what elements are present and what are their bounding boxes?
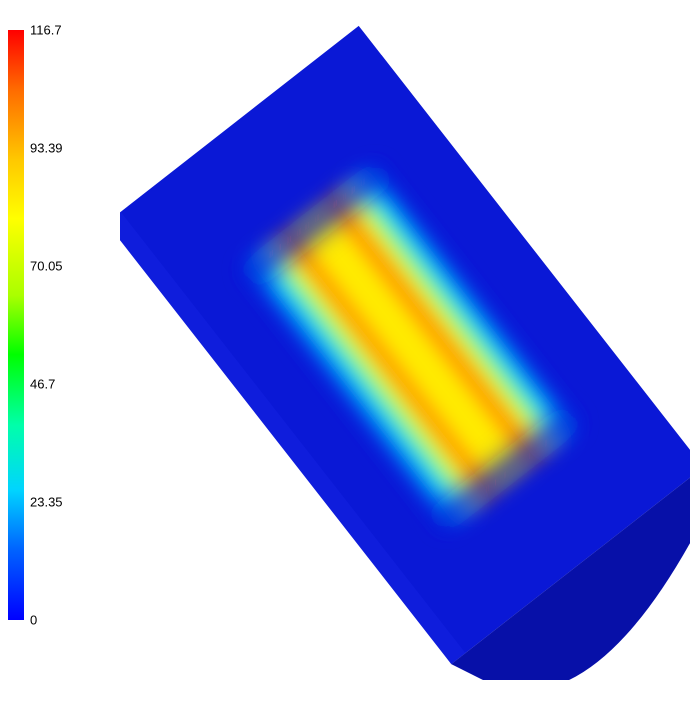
colorbar-tick: 46.7 (30, 377, 55, 392)
surface-scene (120, 10, 690, 680)
colorbar-tick: 0 (30, 613, 37, 628)
colorbar-tick: 70.05 (30, 259, 63, 274)
colorbar-tick: 23.35 (30, 495, 63, 510)
colorbar: 116.793.3970.0546.723.350 (8, 30, 98, 620)
figure-canvas: 116.7 93.39 70.05 46.7 23.35 0 (0, 0, 700, 714)
colorbar-tick: 116.7 (30, 23, 62, 38)
colorbar-gradient (8, 30, 24, 620)
surface-svg (120, 10, 690, 680)
colorbar-tick: 93.39 (30, 141, 63, 156)
